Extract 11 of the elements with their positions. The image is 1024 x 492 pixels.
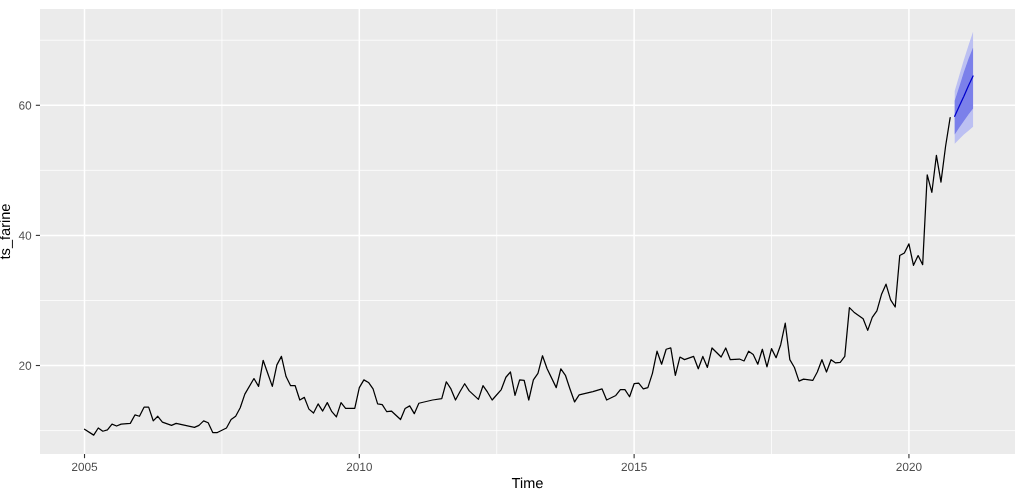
y-tick-label: 20	[19, 361, 32, 370]
line-series	[83, 117, 951, 436]
x-tick-label: 2010	[346, 462, 372, 471]
x-tick-label: 2005	[71, 462, 98, 471]
line-series	[954, 75, 974, 117]
y-axis-title: ts_farine	[0, 204, 13, 260]
x-axis-title: Time	[511, 477, 543, 489]
y-tick-label: 60	[19, 101, 32, 110]
x-tick-label: 2020	[896, 462, 922, 471]
y-tick-label: 40	[18, 231, 32, 240]
x-tick-label: 2015	[621, 462, 647, 471]
